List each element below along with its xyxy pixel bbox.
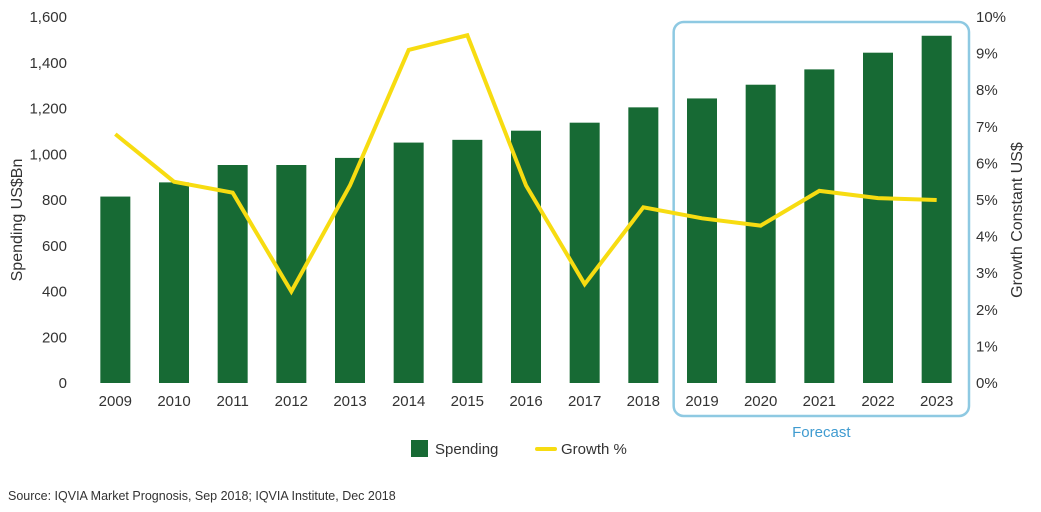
y-tick-label: 1,400 bbox=[29, 55, 67, 72]
bar-2016 bbox=[511, 130, 541, 383]
growth-line-series bbox=[114, 32, 937, 296]
left-axis-ticks: 0 200 400 600 800 1,000 1,200 1,400 1,600 bbox=[29, 9, 67, 392]
legend-swatch-spending bbox=[411, 440, 428, 457]
y2-axis-title: Growth Constant US$ bbox=[1009, 142, 1026, 298]
y2-tick-label: 3% bbox=[976, 265, 998, 282]
y-tick-label: 0 bbox=[59, 375, 67, 392]
x-tick-label: 2021 bbox=[803, 393, 836, 410]
y2-tick-label: 4% bbox=[976, 229, 998, 246]
legend: Spending Growth % bbox=[411, 440, 627, 458]
x-tick-label: 2023 bbox=[920, 393, 953, 410]
y-tick-label: 1,600 bbox=[29, 9, 67, 26]
bar-2013 bbox=[335, 157, 365, 383]
bar-2017 bbox=[569, 122, 600, 384]
bar-2009 bbox=[100, 196, 131, 383]
x-tick-label: 2014 bbox=[392, 393, 425, 410]
right-axis-ticks: 0% 1% 2% 3% 4% 5% 6% 7% 8% 9% 10% bbox=[976, 9, 1006, 392]
forecast-label: Forecast bbox=[792, 424, 851, 441]
forecast-box bbox=[672, 20, 971, 418]
y2-tick-label: 5% bbox=[976, 192, 998, 209]
y2-tick-label: 9% bbox=[976, 46, 998, 63]
y2-tick-label: 10% bbox=[976, 9, 1006, 26]
y2-tick-label: 2% bbox=[976, 302, 998, 319]
x-tick-label: 2010 bbox=[157, 393, 190, 410]
x-tick-label: 2022 bbox=[861, 393, 894, 410]
bar-2022 bbox=[863, 52, 893, 384]
source-note: Source: IQVIA Market Prognosis, Sep 2018… bbox=[8, 489, 396, 503]
y-axis-title: Spending US$Bn bbox=[9, 159, 26, 282]
x-tick-label: 2019 bbox=[685, 393, 718, 410]
y-tick-label: 1,000 bbox=[29, 146, 67, 163]
bar-2018 bbox=[628, 107, 659, 383]
bar-2014 bbox=[393, 142, 424, 383]
y-tick-label: 800 bbox=[42, 192, 67, 209]
y-tick-label: 1,200 bbox=[29, 101, 67, 118]
x-tick-label: 2020 bbox=[744, 393, 777, 410]
bar-2011 bbox=[217, 165, 248, 383]
x-axis-ticks: 2009 2010 2011 2012 2013 2014 2015 2016 2017 2018… bbox=[99, 393, 954, 410]
x-tick-label: 2013 bbox=[333, 393, 366, 410]
bar-series bbox=[100, 35, 952, 384]
x-tick-label: 2016 bbox=[509, 393, 542, 410]
x-tick-label: 2018 bbox=[627, 393, 660, 410]
y2-tick-label: 0% bbox=[976, 375, 998, 392]
bar-2021 bbox=[804, 69, 835, 383]
forecast-region: Forecast bbox=[672, 20, 971, 441]
y2-tick-label: 7% bbox=[976, 119, 998, 136]
bar-2015 bbox=[452, 139, 483, 383]
bar-2010 bbox=[159, 182, 189, 383]
y-tick-label: 600 bbox=[42, 238, 67, 255]
legend-label-spending: Spending bbox=[435, 441, 498, 458]
bar-2023 bbox=[921, 35, 952, 383]
bar-2019 bbox=[687, 98, 717, 383]
x-tick-label: 2017 bbox=[568, 393, 601, 410]
y-tick-label: 200 bbox=[42, 329, 67, 346]
legend-label-growth: Growth % bbox=[561, 441, 627, 458]
bar-2020 bbox=[745, 84, 776, 384]
y2-tick-label: 8% bbox=[976, 82, 998, 99]
y2-tick-label: 1% bbox=[976, 338, 998, 355]
y-tick-label: 400 bbox=[42, 284, 67, 301]
x-tick-label: 2012 bbox=[275, 393, 308, 410]
y2-tick-label: 6% bbox=[976, 155, 998, 172]
x-tick-label: 2015 bbox=[451, 393, 484, 410]
x-tick-label: 2011 bbox=[217, 393, 249, 410]
x-tick-label: 2009 bbox=[99, 393, 132, 410]
